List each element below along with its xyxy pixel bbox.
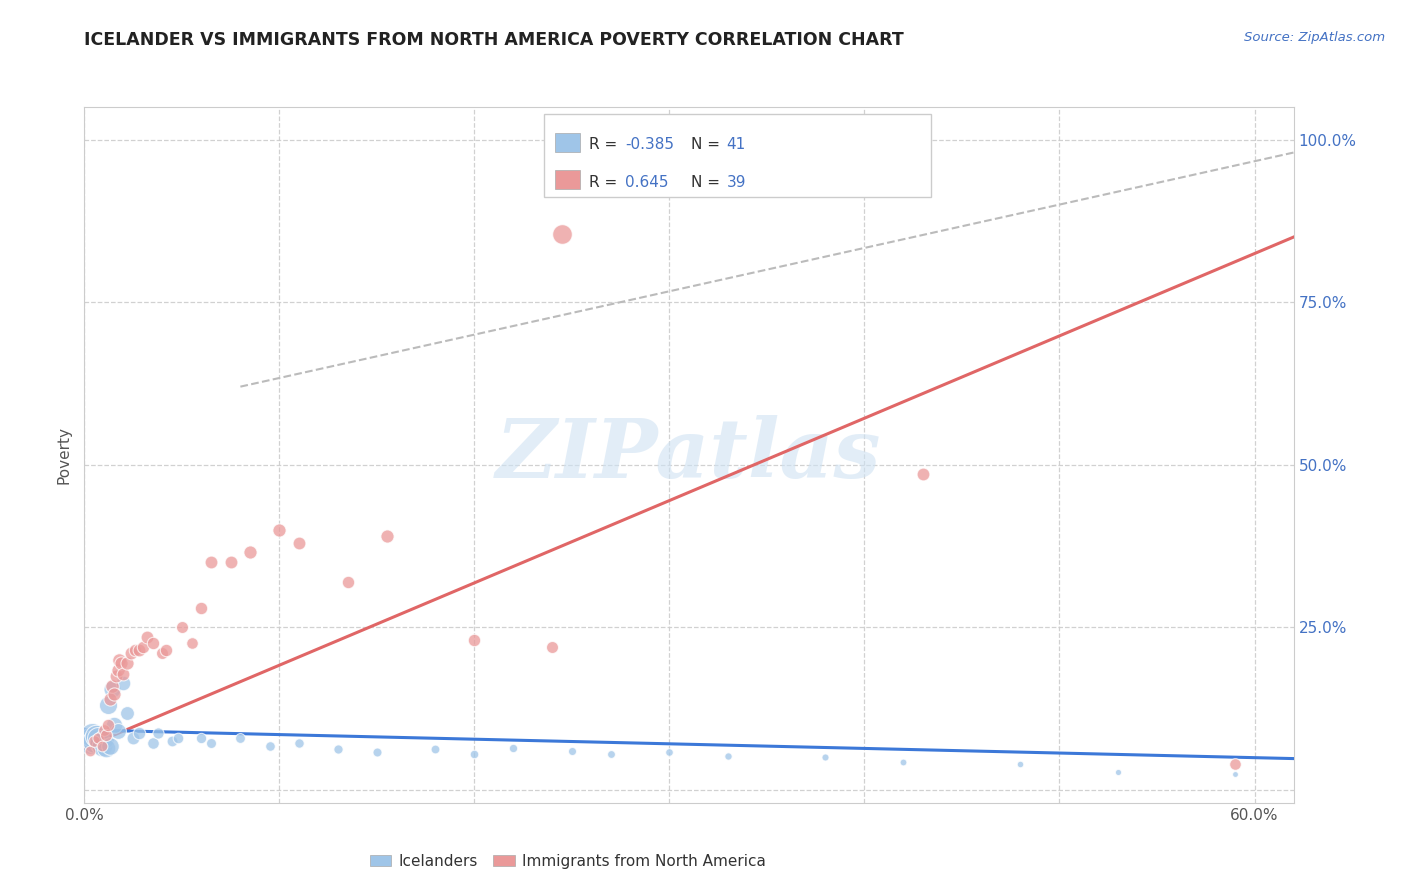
Point: [190, 731, 212, 745]
Point: [190, 600, 212, 615]
Point: [100, 679, 122, 693]
Point: [87, 731, 110, 745]
Point: [103, 718, 125, 732]
Point: [425, 742, 447, 756]
Point: [600, 747, 623, 761]
Point: [326, 742, 349, 756]
Point: [148, 725, 170, 739]
Point: [502, 740, 524, 755]
Text: -0.385: -0.385: [626, 137, 675, 153]
Text: 41: 41: [727, 137, 745, 153]
Point: [142, 636, 165, 650]
Point: [239, 545, 262, 559]
Legend: Icelanders, Immigrants from North America: Icelanders, Immigrants from North Americ…: [364, 848, 772, 875]
Point: [90, 739, 112, 753]
Point: [87, 731, 110, 745]
Point: [288, 535, 311, 549]
Point: [463, 747, 485, 761]
Point: [200, 736, 222, 750]
Point: [94, 740, 117, 755]
Point: [98, 739, 121, 753]
Point: [90, 739, 112, 753]
Text: R =: R =: [589, 137, 621, 153]
Point: [229, 731, 252, 745]
Point: [551, 227, 574, 241]
Point: [94, 727, 117, 741]
Point: [112, 675, 135, 690]
Point: [167, 731, 190, 745]
Point: [180, 636, 202, 650]
Text: N =: N =: [692, 175, 725, 190]
Text: R =: R =: [589, 175, 627, 190]
Point: [366, 745, 388, 759]
Point: [107, 663, 129, 677]
Point: [1223, 756, 1246, 771]
Point: [120, 646, 142, 660]
Text: Source: ZipAtlas.com: Source: ZipAtlas.com: [1244, 31, 1385, 45]
Point: [128, 643, 150, 657]
Point: [112, 667, 135, 681]
Point: [336, 574, 359, 589]
Point: [911, 467, 934, 482]
Point: [814, 750, 837, 764]
Text: N =: N =: [692, 137, 725, 153]
Point: [150, 646, 173, 660]
Point: [100, 681, 122, 696]
Point: [132, 640, 155, 654]
Point: [107, 724, 129, 739]
Point: [717, 749, 740, 764]
Point: [1107, 764, 1129, 779]
Point: [170, 620, 193, 634]
Point: [541, 640, 564, 654]
Point: [83, 734, 105, 748]
Point: [117, 656, 139, 670]
Text: 39: 39: [727, 175, 747, 190]
Point: [219, 555, 242, 569]
Point: [89, 736, 111, 750]
Point: [155, 643, 177, 657]
Point: [83, 734, 105, 748]
Point: [122, 731, 145, 745]
Point: [128, 725, 150, 739]
Point: [142, 736, 165, 750]
Point: [82, 727, 104, 741]
Point: [84, 730, 107, 744]
Point: [97, 698, 120, 713]
Point: [200, 555, 222, 569]
Point: [1010, 756, 1032, 771]
Point: [1223, 766, 1246, 780]
Point: [561, 744, 583, 758]
Point: [93, 732, 115, 747]
Point: [124, 643, 146, 657]
Point: [98, 691, 121, 706]
Text: 0.645: 0.645: [626, 175, 669, 190]
Point: [117, 706, 139, 720]
Point: [259, 739, 281, 753]
Point: [79, 744, 101, 758]
Text: ZIPatlas: ZIPatlas: [496, 415, 882, 495]
Point: [110, 656, 132, 670]
Point: [269, 523, 291, 537]
Point: [79, 734, 101, 748]
Point: [104, 669, 127, 683]
Point: [288, 736, 311, 750]
Y-axis label: Poverty: Poverty: [56, 425, 72, 484]
Point: [160, 734, 183, 748]
Point: [893, 756, 915, 770]
Point: [463, 633, 485, 648]
Point: [658, 745, 681, 759]
Point: [97, 718, 120, 732]
Point: [93, 723, 115, 737]
Point: [108, 653, 131, 667]
Point: [103, 687, 125, 701]
Point: [375, 529, 398, 543]
Point: [135, 630, 157, 644]
Text: ICELANDER VS IMMIGRANTS FROM NORTH AMERICA POVERTY CORRELATION CHART: ICELANDER VS IMMIGRANTS FROM NORTH AMERI…: [84, 31, 904, 49]
